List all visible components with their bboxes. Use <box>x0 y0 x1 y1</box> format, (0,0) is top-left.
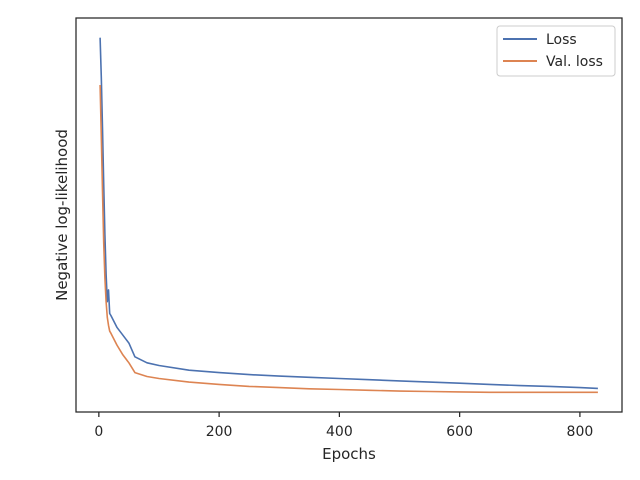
x-tick-label: 600 <box>446 424 473 440</box>
series-line-loss <box>99 37 598 390</box>
x-axis-label: Epochs <box>322 445 376 463</box>
x-tick-label: 400 <box>326 424 353 440</box>
plot-frame <box>75 17 623 413</box>
x-tick-label: 0 <box>94 424 103 440</box>
legend-label-loss: Loss <box>546 32 577 48</box>
x-tick-label: 200 <box>206 424 233 440</box>
legend: Loss Val. loss <box>496 25 616 77</box>
series-layer <box>99 37 598 394</box>
legend-label-val-loss: Val. loss <box>546 54 603 70</box>
series-line-val-loss <box>99 84 598 394</box>
x-tick-label: 800 <box>567 424 594 440</box>
y-axis-label: Negative log-likelihood <box>53 129 71 301</box>
x-axis-ticks: 0 200 400 600 800 <box>94 412 593 440</box>
